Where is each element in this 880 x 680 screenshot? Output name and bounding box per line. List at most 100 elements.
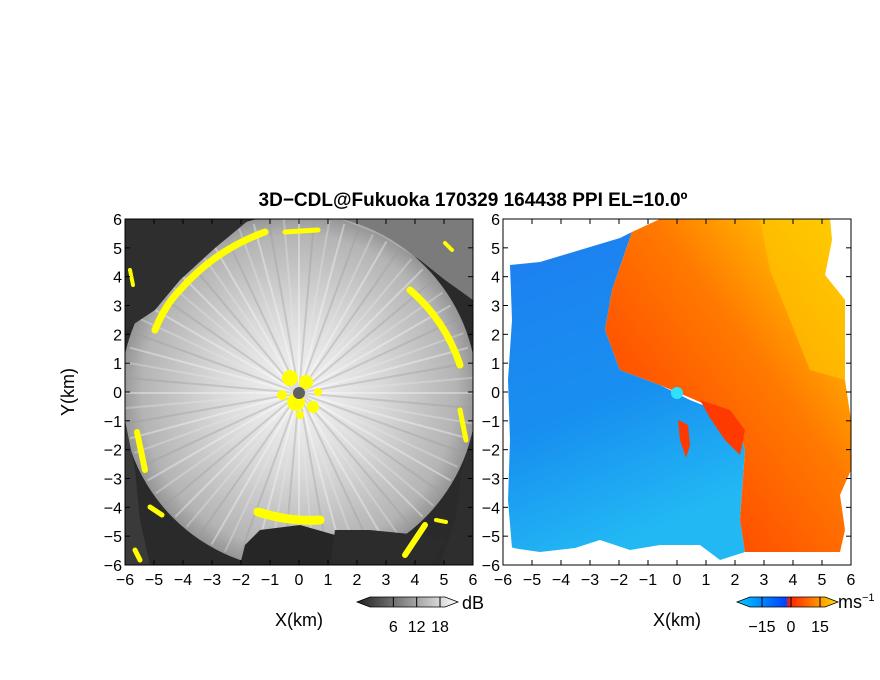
y-tick-label: 1 (491, 356, 500, 373)
streak-line (125, 392, 300, 410)
streak-line (298, 223, 346, 394)
y-tick-label: 5 (113, 241, 122, 258)
streak-line (298, 268, 424, 394)
streak-line (210, 392, 300, 546)
x-tick-label: 0 (673, 572, 682, 589)
y-tick-label: −4 (104, 500, 122, 517)
streak-line (224, 392, 300, 553)
streak-line (298, 392, 374, 553)
colorbar-velocity-ticks: −15 0 15 (748, 597, 829, 636)
streak-line (298, 332, 464, 394)
y-tick-label: −3 (104, 472, 122, 489)
flagged-cluster-center (277, 370, 322, 419)
colorbar-reflectivity: 6 12 18 dB (355, 593, 484, 636)
x-tick-label: −4 (552, 572, 570, 589)
streak-line (238, 392, 300, 558)
x-tick-label: 4 (789, 572, 798, 589)
streak-line (155, 392, 300, 495)
x-tick-label: −3 (581, 572, 599, 589)
x-tick-label: −2 (610, 572, 628, 589)
x-tick-label: −2 (232, 572, 250, 589)
x-tick-label: −6 (494, 572, 512, 589)
x-tick-label: 5 (440, 572, 449, 589)
colorbar-tick-label: −15 (748, 619, 775, 636)
velocity-high-positive-zone (760, 219, 845, 380)
y-tick-label: 0 (491, 385, 500, 402)
streak-line (298, 228, 360, 394)
streak-line (126, 361, 300, 394)
x-tick-label: 2 (353, 572, 362, 589)
dark-sector-east (440, 430, 473, 565)
streak-line (129, 346, 300, 394)
y-tick-label: 1 (113, 356, 122, 373)
x-tick-label: 1 (702, 572, 711, 589)
figure-title: 3D−CDL@Fukuoka 170329 164438 PPI EL=10.0… (259, 190, 688, 211)
streak-line (185, 392, 300, 528)
flag-arc-north (282, 227, 321, 235)
y-tick-label: 6 (113, 212, 122, 229)
streak-line (185, 258, 300, 394)
x-tick-label: −1 (639, 572, 657, 589)
colorbar-reflectivity-ramp (355, 596, 460, 608)
y-tick-label: −1 (482, 414, 500, 431)
streak-line (134, 392, 300, 454)
dark-sector-west (125, 420, 150, 565)
x-tick-label: 0 (295, 572, 304, 589)
velocity-negative-region (508, 232, 745, 560)
streak-line (298, 249, 401, 394)
x-tick-label: −3 (203, 572, 221, 589)
streak-line (155, 291, 300, 394)
x-tick-label: 4 (411, 572, 420, 589)
dark-sector-northwest (125, 219, 250, 330)
flag-arc-bottom-right (434, 518, 448, 524)
streak-line (224, 233, 300, 394)
x-tick-label: 5 (818, 572, 827, 589)
x-tick-label: 1 (324, 572, 333, 589)
streak-line (298, 291, 443, 394)
y-tick-label: −2 (482, 443, 500, 460)
streak-line (129, 392, 300, 440)
streak-line (298, 346, 469, 394)
x-tick-label: 3 (760, 572, 769, 589)
y-tick-label: −3 (482, 472, 500, 489)
streak-line (139, 318, 300, 394)
streak-line (197, 392, 300, 537)
streak-line (298, 392, 459, 468)
streak-line (298, 392, 401, 537)
y-tick-label: −6 (104, 558, 122, 575)
streak-line (298, 392, 452, 482)
streak-line (146, 304, 300, 394)
streak-line (126, 392, 300, 425)
streak-line (282, 219, 300, 394)
streak-line (267, 220, 300, 394)
x-tick-label: −1 (261, 572, 279, 589)
flag-arc-west (128, 268, 135, 287)
x-tick-label: −5 (523, 572, 541, 589)
y-tick-label: −1 (104, 414, 122, 431)
streak-line (139, 392, 300, 468)
streak-line (252, 223, 300, 394)
streak-line (174, 392, 300, 518)
dark-sector-northeast (340, 219, 473, 300)
streak-line (298, 376, 473, 394)
colorbar-velocity-unit-exponent: −1 (862, 592, 875, 604)
flag-arc-south-southwest (147, 504, 165, 518)
streak-line (298, 392, 424, 518)
right-panel: −6 −5 −4 −3 −2 −1 0 1 2 3 4 5 6 6 5 4 3 2 1 0 −1 −2 −3 −4 −5 −6 (482, 212, 856, 589)
streak-line (298, 279, 434, 394)
streak-line (298, 392, 473, 410)
y-tick-label: 5 (491, 241, 500, 258)
y-tick-label: −2 (104, 443, 122, 460)
streak-line (174, 268, 300, 394)
flag-arc-northwest (151, 228, 269, 334)
colorbar-velocity-ramp (735, 596, 840, 608)
left-axis-ticks: −6 −5 −4 −3 −2 −1 0 1 2 3 4 5 6 6 5 4 3 2 1 0 −1 −2 −3 −4 −5 −6 (104, 212, 478, 589)
streak-line (298, 318, 459, 394)
dark-sector-southeast (240, 525, 340, 565)
y-tick-label: 6 (491, 212, 500, 229)
y-tick-label: 2 (113, 327, 122, 344)
flag-arc-east (457, 407, 469, 443)
right-axis-ticks: −6 −5 −4 −3 −2 −1 0 1 2 3 4 5 6 6 5 4 3 2 1 0 −1 −2 −3 −4 −5 −6 (482, 212, 856, 589)
streak-line (298, 392, 388, 546)
